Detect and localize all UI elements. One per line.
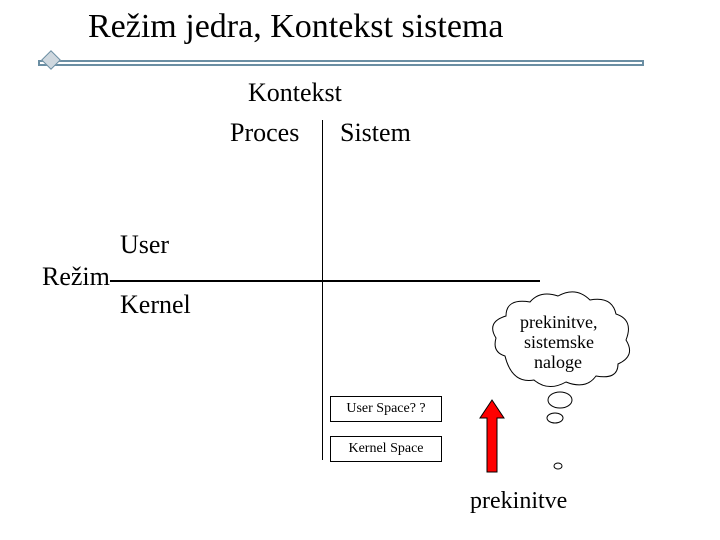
title-underline-inner [40, 62, 642, 64]
arrow-up-icon [480, 400, 504, 472]
page-title: Režim jedra, Kontekst sistema [88, 8, 503, 46]
box-kernel-space: Kernel Space [330, 436, 442, 462]
axis-vertical [322, 120, 323, 460]
header-proces: Proces [230, 118, 299, 148]
cloud-text-line3: naloge [534, 352, 582, 373]
cloud-text-line2: sistemske [524, 332, 594, 353]
header-kernel: Kernel [120, 290, 191, 320]
header-sistem: Sistem [340, 118, 411, 148]
box-user-space: User Space? ? [330, 396, 442, 422]
axis-horizontal [110, 280, 540, 282]
header-rezim: Režim [42, 262, 110, 292]
slide: { "title": { "text": "Režim jedra, Konte… [0, 0, 720, 540]
caption-prekinitve: prekinitve [470, 488, 567, 515]
box-user-space-label: User Space? ? [346, 401, 425, 417]
cloud-text-line1: prekinitve, [520, 312, 597, 333]
header-kontekst: Kontekst [248, 78, 342, 108]
title-bullet-diamond [41, 50, 61, 70]
box-kernel-space-label: Kernel Space [348, 441, 423, 457]
header-user: User [120, 230, 169, 260]
